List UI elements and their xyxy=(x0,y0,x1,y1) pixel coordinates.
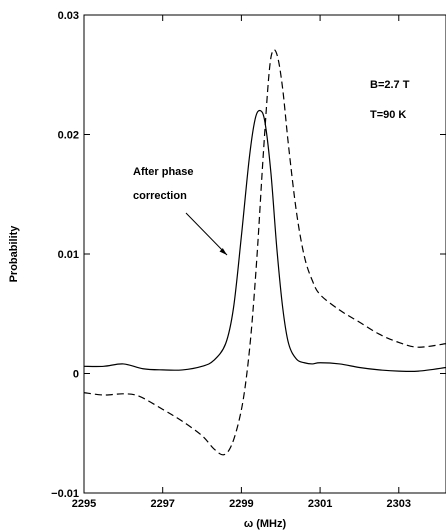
y-axis-title: Probability xyxy=(8,225,20,283)
y-tick-group: −0.01 0 0.01 0.02 0.03 xyxy=(51,10,446,500)
y-tick-label: −0.01 xyxy=(51,488,79,500)
arrow-annotation-line2: correction xyxy=(133,190,187,202)
field-annotation: B=2.7 T xyxy=(370,79,410,91)
x-tick-label: 2299 xyxy=(229,498,253,510)
y-tick-label: 0 xyxy=(73,369,79,381)
y-tick-label: 0.02 xyxy=(58,130,79,142)
series-line-solid xyxy=(83,109,446,373)
series-line-dashed xyxy=(83,49,446,456)
x-tick-label: 2303 xyxy=(387,498,411,510)
x-tick-label: 2297 xyxy=(150,498,174,510)
annotation-arrowhead xyxy=(219,248,227,255)
x-tick-label: 2295 xyxy=(72,498,96,510)
arrow-annotation-line1: After phase xyxy=(133,166,194,178)
y-tick-label: 0.01 xyxy=(58,249,79,261)
x-axis-title: ω (MHz) xyxy=(244,518,287,530)
x-tick-label: 2301 xyxy=(308,498,332,510)
x-tick-group: 2295 2297 2299 2301 2303 xyxy=(72,15,411,510)
temperature-annotation: T=90 K xyxy=(370,109,406,121)
y-tick-label: 0.03 xyxy=(58,10,79,22)
series-layer xyxy=(83,49,446,456)
annotation-arrow xyxy=(185,212,228,256)
